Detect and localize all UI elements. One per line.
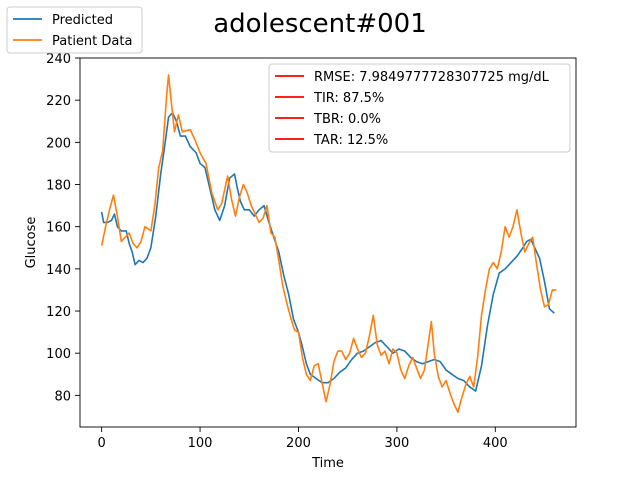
y-axis-ticks: 80 100 120 140 160 180 200 220 240 xyxy=(46,52,80,404)
series-layer xyxy=(100,74,557,414)
x-axis-ticks: 0 100 200 300 400 xyxy=(98,427,508,451)
metric-label: TBR: 0.0% xyxy=(313,112,381,127)
series-line-patient-data xyxy=(100,74,557,414)
y-tick-label: 220 xyxy=(46,94,71,109)
x-tick-label: 300 xyxy=(384,436,409,451)
metric-label: TAR: 12.5% xyxy=(313,133,388,148)
x-tick-label: 400 xyxy=(483,436,508,451)
x-axis-label: Time xyxy=(311,456,344,471)
y-tick-label: 140 xyxy=(46,263,71,278)
metrics-legend-box xyxy=(268,63,571,153)
y-tick-label: 120 xyxy=(46,305,71,320)
y-tick-label: 100 xyxy=(46,347,71,362)
legend-label: Patient Data xyxy=(52,34,132,49)
x-tick-label: 0 xyxy=(98,436,106,451)
y-tick-label: 240 xyxy=(46,52,71,67)
x-tick-label: 200 xyxy=(286,436,311,451)
y-tick-label: 200 xyxy=(46,136,71,151)
y-tick-label: 180 xyxy=(46,179,71,194)
metric-label: TIR: 87.5% xyxy=(313,91,384,106)
x-tick-label: 100 xyxy=(188,436,213,451)
metrics-legend: RMSE: 7.9849777728307725 mg/dL TIR: 87.5%… xyxy=(268,63,571,153)
legend-label: Predicted xyxy=(52,13,113,28)
metric-label: RMSE: 7.9849777728307725 mg/dL xyxy=(314,70,550,85)
y-tick-label: 160 xyxy=(46,221,71,236)
y-tick-label: 80 xyxy=(54,389,71,404)
y-axis-label: Glucose xyxy=(24,217,39,269)
chart-title: adolescent#001 xyxy=(213,9,426,39)
series-legend: Predicted Patient Data xyxy=(6,6,143,54)
axes-frame xyxy=(79,57,577,428)
